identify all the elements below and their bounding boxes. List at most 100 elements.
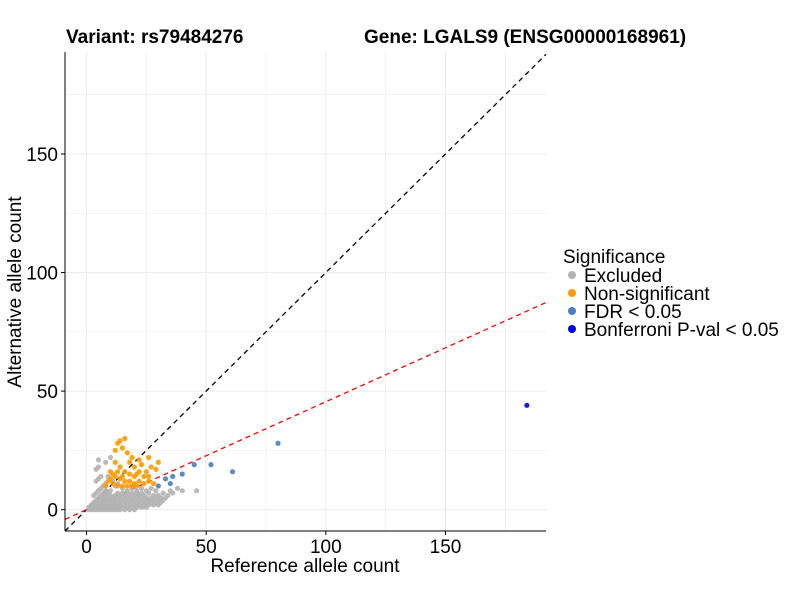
point-excluded — [148, 485, 154, 491]
point-excluded — [143, 488, 149, 494]
point-fdr-0-05 — [167, 480, 173, 487]
point-non-significant — [107, 476, 114, 482]
point-non-significant — [110, 471, 116, 477]
point-excluded — [160, 490, 166, 496]
point-non-significant — [136, 478, 142, 484]
reference-lines — [64, 53, 547, 532]
x-tick-label: 100 — [310, 537, 342, 558]
point-excluded — [174, 485, 181, 491]
point-non-significant — [124, 450, 130, 456]
point-non-significant — [122, 435, 128, 442]
point-fdr-0-05 — [170, 473, 176, 480]
point-non-significant — [131, 473, 137, 480]
point-excluded — [138, 490, 145, 496]
point-non-significant — [134, 483, 140, 489]
legend-title: Significance — [563, 247, 665, 268]
point-non-significant — [153, 466, 159, 472]
y-ticks: 0 50 100 150 — [26, 145, 65, 522]
point-excluded — [179, 488, 185, 494]
y-tick-label: 50 — [37, 382, 58, 403]
point-non-significant — [110, 480, 116, 487]
point-excluded — [153, 488, 159, 494]
point-non-significant — [148, 464, 154, 470]
point-excluded — [134, 490, 140, 496]
point-excluded — [95, 464, 102, 470]
point-non-significant — [146, 454, 152, 461]
chart-title-left: Variant: rs79484276 — [66, 27, 243, 48]
point-excluded — [129, 490, 135, 496]
grid-layer — [65, 52, 546, 531]
points-layer — [86, 402, 530, 513]
point-non-significant — [155, 459, 161, 465]
point-fdr-0-05 — [191, 462, 197, 468]
point-fdr-0-05 — [229, 469, 236, 475]
point-excluded — [194, 488, 200, 494]
point-excluded — [119, 490, 126, 496]
point-non-significant — [141, 480, 147, 487]
point-excluded — [103, 459, 109, 465]
point-non-significant — [146, 478, 152, 484]
legend-label: FDR < 0.05 — [584, 302, 682, 323]
point-fdr-0-05 — [162, 476, 169, 482]
chart-title-right: Gene: LGALS9 (ENSG00000168961) — [364, 27, 686, 48]
point-excluded — [110, 497, 116, 503]
point-non-significant — [119, 445, 126, 451]
point-non-significant — [131, 464, 137, 470]
point-non-significant — [122, 469, 128, 475]
legend-key — [568, 325, 576, 333]
point-non-significant — [119, 473, 126, 480]
point-non-significant — [117, 464, 123, 470]
point-non-significant — [129, 454, 135, 461]
legend-key — [568, 289, 576, 297]
x-tick-label: 50 — [196, 537, 217, 558]
point-excluded — [107, 454, 114, 461]
point-non-significant — [112, 459, 118, 465]
y-axis-label: Alternative allele count — [5, 196, 26, 388]
point-non-significant — [115, 483, 121, 489]
y-tick-label: 0 — [47, 501, 58, 522]
identity-line — [64, 53, 547, 532]
point-excluded — [165, 492, 171, 499]
point-non-significant — [141, 473, 147, 480]
point-fdr-0-05 — [275, 440, 281, 446]
point-fdr-0-05 — [208, 462, 214, 468]
point-non-significant — [115, 440, 121, 446]
point-excluded — [100, 497, 106, 503]
legend-label: Bonferroni P-val < 0.05 — [584, 320, 779, 341]
point-non-significant — [150, 480, 157, 487]
legend-key — [568, 307, 576, 315]
point-non-significant — [143, 469, 149, 475]
legend: Significance ExcludedNon-significantFDR … — [563, 247, 779, 341]
point-excluded — [105, 502, 111, 508]
y-tick-label: 100 — [26, 264, 58, 285]
point-non-significant — [127, 459, 133, 465]
point-non-significant — [103, 483, 109, 489]
point-excluded — [98, 473, 104, 480]
point-excluded — [124, 490, 130, 496]
point-non-significant — [122, 478, 128, 484]
legend-key — [568, 271, 576, 279]
x-tick-label: 150 — [430, 537, 462, 558]
x-tick-label: 0 — [81, 537, 92, 558]
point-non-significant — [136, 457, 142, 463]
point-non-significant — [119, 483, 126, 489]
point-excluded — [170, 490, 176, 496]
point-non-significant — [112, 447, 118, 453]
point-fdr-0-05 — [179, 471, 185, 477]
point-bonferroni-p-val-0-05 — [524, 402, 530, 408]
x-ticks: 0 50 100 150 — [81, 531, 461, 558]
y-tick-label: 150 — [26, 145, 58, 166]
point-excluded — [138, 485, 145, 491]
point-non-significant — [146, 473, 152, 480]
point-non-significant — [136, 469, 142, 475]
point-non-significant — [127, 471, 133, 477]
axes-layer — [64, 52, 546, 532]
legend-label: Non-significant — [584, 284, 710, 305]
x-axis-label: Reference allele count — [210, 556, 400, 577]
expected-ratio-line — [64, 301, 547, 520]
point-non-significant — [138, 462, 145, 468]
point-fdr-0-05 — [155, 483, 161, 489]
point-non-significant — [127, 478, 133, 484]
point-non-significant — [115, 469, 121, 475]
